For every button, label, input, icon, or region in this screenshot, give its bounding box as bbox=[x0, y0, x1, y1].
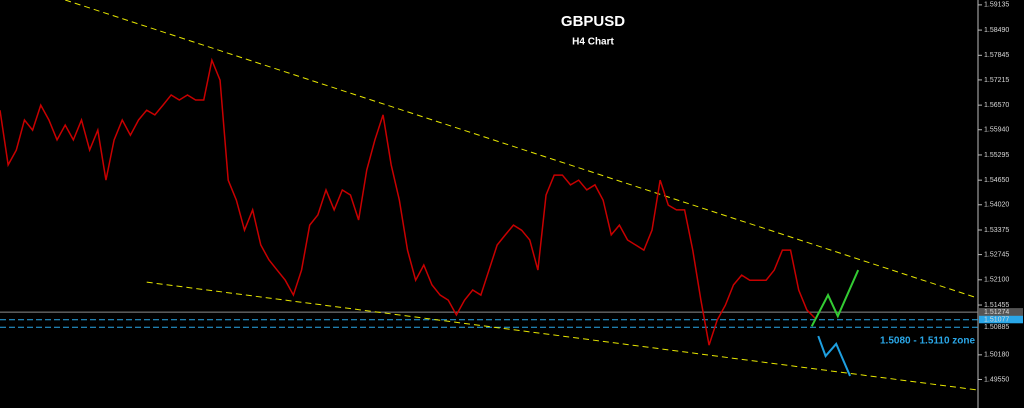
y-tick-label: 1.58490 bbox=[984, 27, 1009, 34]
y-tick-label: 1.55295 bbox=[984, 152, 1009, 159]
y-tick-label: 1.50180 bbox=[984, 352, 1009, 359]
trendline bbox=[65, 0, 979, 299]
y-tick-label: 1.59135 bbox=[984, 2, 1009, 9]
y-tick-label: 1.51455 bbox=[984, 302, 1009, 309]
zone-annotation: 1.5080 - 1.5110 zone bbox=[880, 336, 976, 347]
level-label: 1.50885 bbox=[984, 324, 1009, 331]
y-tick-label: 1.54650 bbox=[984, 177, 1009, 184]
y-tick-label: 1.56570 bbox=[984, 102, 1009, 109]
y-tick-label: 1.49550 bbox=[984, 376, 1009, 383]
y-tick-label: 1.55940 bbox=[984, 127, 1009, 134]
price-line bbox=[0, 57, 816, 346]
projection-arrow bbox=[810, 269, 860, 327]
level-label: 1.51077 bbox=[984, 317, 1009, 324]
level-label-bg bbox=[979, 315, 1023, 324]
y-tick-label: 1.52745 bbox=[984, 251, 1009, 258]
y-tick-label: 1.52100 bbox=[984, 277, 1009, 284]
level-label: 1.51274 bbox=[984, 309, 1009, 316]
chart-title: GBPUSD bbox=[561, 13, 625, 30]
y-tick-label: 1.54020 bbox=[984, 202, 1009, 209]
chart-subtitle: H4 Chart bbox=[572, 37, 614, 48]
y-tick-label: 1.53375 bbox=[984, 227, 1009, 234]
level-label-bg bbox=[979, 323, 1023, 332]
y-tick-label: 1.57215 bbox=[984, 77, 1009, 84]
y-tick-label: 1.57845 bbox=[984, 52, 1009, 59]
level-label-bg bbox=[979, 308, 1023, 317]
projection-arrow bbox=[817, 335, 851, 377]
